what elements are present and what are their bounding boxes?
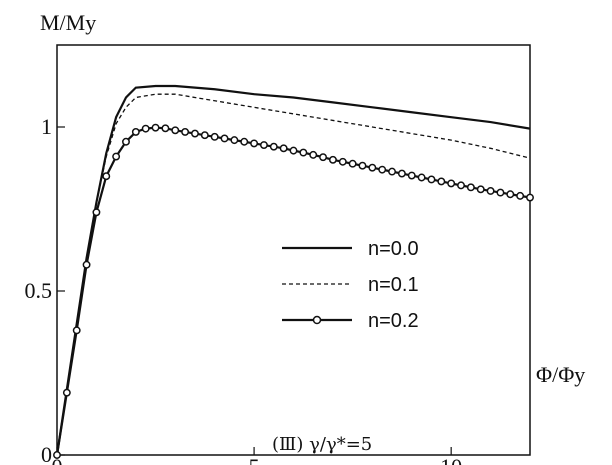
series-marker xyxy=(358,161,367,170)
series-marker xyxy=(279,144,288,153)
legend-label-3: n=0.2 xyxy=(368,310,419,332)
series-marker xyxy=(122,137,130,146)
series-marker xyxy=(328,155,337,164)
series-marker xyxy=(141,124,150,133)
legend-marker xyxy=(312,315,322,325)
series-marker xyxy=(388,167,396,176)
series-line-3 xyxy=(55,126,531,456)
y-axis-ticks: 00.51 xyxy=(25,114,65,465)
x-tick-label: 10 xyxy=(440,454,462,465)
series-marker xyxy=(62,388,71,397)
series-marker xyxy=(447,179,456,188)
series-marker xyxy=(210,132,219,141)
series-marker xyxy=(299,148,308,157)
chart-caption: (Ⅲ) γ/γ*=5 xyxy=(272,434,372,455)
series-marker xyxy=(259,141,268,149)
series-marker xyxy=(102,172,111,181)
x-axis-ticks: 0 5 10 xyxy=(52,447,462,465)
series-marker xyxy=(309,150,318,159)
series-marker xyxy=(417,173,426,182)
series-marker xyxy=(112,152,121,161)
series-marker xyxy=(407,171,416,180)
series-marker xyxy=(496,188,505,197)
series-marker xyxy=(220,134,229,143)
x-axis-label: Φ/Φy xyxy=(536,362,585,387)
y-tick-label: 0.5 xyxy=(25,278,53,303)
series-marker xyxy=(437,177,446,186)
series-marker xyxy=(151,123,160,132)
series-marker xyxy=(486,187,495,195)
y-tick-label: 0 xyxy=(41,442,52,465)
series-marker xyxy=(240,137,249,146)
series-marker xyxy=(348,159,357,168)
series-marker xyxy=(92,208,101,217)
series-marker xyxy=(506,190,515,199)
series-marker xyxy=(200,131,209,140)
legend-label-2: n=0.1 xyxy=(368,274,419,296)
series-marker xyxy=(250,139,259,148)
series-marker xyxy=(269,142,278,151)
series-marker xyxy=(161,124,170,133)
series-marker xyxy=(181,127,190,136)
series-marker xyxy=(338,157,347,166)
series-marker xyxy=(368,163,377,172)
series-marker xyxy=(476,185,485,194)
series-marker xyxy=(72,326,81,335)
y-tick-label: 1 xyxy=(41,114,52,139)
series-marker xyxy=(191,129,199,138)
series-marker xyxy=(457,181,465,190)
series-marker xyxy=(319,153,328,162)
series-marker xyxy=(466,183,475,192)
series-marker xyxy=(378,165,387,174)
series-marker xyxy=(53,451,61,459)
y-axis-label: M/My xyxy=(40,10,96,35)
series-marker xyxy=(131,127,140,136)
series-layer xyxy=(53,84,534,459)
series-marker xyxy=(82,260,91,269)
series-marker xyxy=(397,169,406,178)
series-marker xyxy=(526,193,534,202)
legend: n=0.0 n=0.1 n=0.2 xyxy=(282,238,419,332)
series-marker xyxy=(230,136,239,145)
series-marker xyxy=(427,175,436,184)
series-line-2 xyxy=(56,93,531,456)
legend-label-1: n=0.0 xyxy=(368,238,419,260)
x-tick-label: 5 xyxy=(249,454,260,465)
x-tick-label: 0 xyxy=(52,454,63,465)
series-marker xyxy=(289,146,298,155)
series-marker xyxy=(171,126,180,135)
plot-frame xyxy=(56,44,531,456)
series-marker xyxy=(516,191,525,200)
series-line-1 xyxy=(55,84,531,456)
